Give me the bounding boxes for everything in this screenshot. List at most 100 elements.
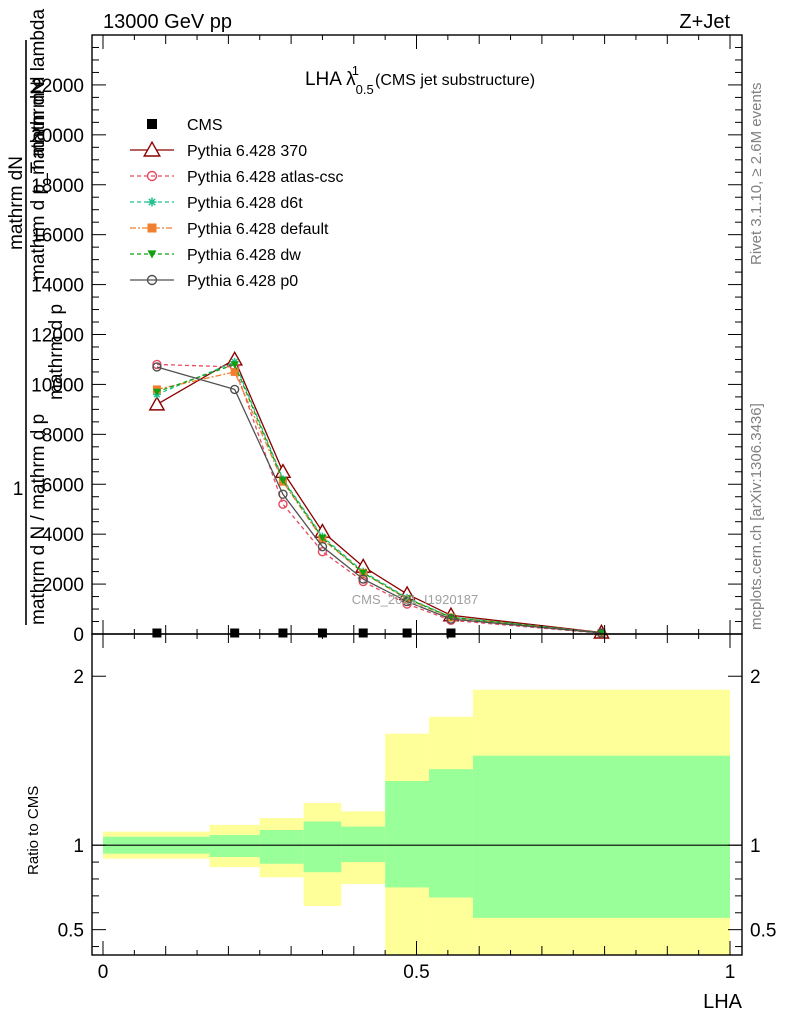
- y-tick-label: 8000: [42, 425, 84, 446]
- y-axis-label-top: 1 mathrm d N / mathrm d p mathrm d p mat…: [6, 9, 67, 625]
- data-point: [359, 569, 368, 577]
- ylabel-line-0: mathrm d N / mathrm d p: [28, 414, 49, 625]
- data-point: [403, 595, 412, 603]
- y-tick-label: 16000: [31, 226, 84, 247]
- series-group: [148, 350, 610, 639]
- x-tick-label: 0: [98, 962, 109, 983]
- data-point: [229, 384, 240, 395]
- top-y-ticks: 0 2000 4000 6000 8000 10000 12000 14000 16000 180…: [31, 34, 742, 646]
- legend-entry-3: Pythia 6.428 d6t: [130, 195, 303, 212]
- data-point: [278, 499, 288, 509]
- ylabel-numerator: 1: [13, 479, 24, 500]
- title-sup: 1: [352, 63, 359, 78]
- data-point: [152, 388, 161, 396]
- series-line: [156, 361, 602, 634]
- ratio-y-tick-label-left: 2: [73, 667, 84, 688]
- data-point: [317, 546, 328, 557]
- mcplots-label: mcplots.cern.ch [arXiv:1306.3436]: [748, 403, 765, 630]
- legend-entry-6: Pythia 6.428 p0: [130, 273, 298, 290]
- legend: CMS Pythia 6.428 370 Pythia 6.428 atlas-cs…: [130, 117, 344, 290]
- data-point: [358, 628, 368, 638]
- series-line: [156, 363, 602, 634]
- legend-label: CMS: [187, 117, 223, 134]
- legend-entry-1: Pythia 6.428 370: [130, 140, 307, 160]
- legend-marker: [147, 223, 157, 233]
- series-0: [152, 628, 456, 638]
- data-point: [152, 628, 162, 638]
- y-tick-label: 0: [73, 625, 84, 646]
- y-tick-label: 20000: [31, 126, 84, 147]
- data-point: [230, 367, 239, 376]
- series-line: [156, 366, 602, 634]
- y-axis-label-ratio: Ratio to CMS: [25, 786, 42, 875]
- process-label: Z+Jet: [679, 11, 730, 33]
- data-point: [148, 395, 166, 411]
- data-point: [358, 574, 368, 584]
- ratio-plot: 0 0.5 10.5 0.51 12 2: [58, 35, 776, 983]
- data-point: [152, 359, 162, 370]
- legend-entry-5: Pythia 6.428 dw: [130, 247, 301, 264]
- data-point: [446, 614, 456, 624]
- data-point: [446, 628, 456, 638]
- title-sub: 0.5: [356, 82, 374, 97]
- data-point: [402, 596, 412, 607]
- ylabel-line-1: mathrm d p: [46, 304, 67, 400]
- y-tick-label: 10000: [31, 375, 84, 396]
- series-line: [156, 358, 602, 634]
- y-tick-label: 4000: [42, 525, 84, 546]
- watermark: CMS_2021_I1920187: [352, 592, 479, 607]
- series-5: [152, 361, 606, 637]
- x-ticks: 0 0.5 1: [98, 35, 736, 983]
- data-point: [278, 477, 287, 485]
- y-tick-label: 6000: [42, 475, 84, 496]
- legend-marker: [146, 170, 158, 182]
- series-6: [152, 362, 607, 638]
- rivet-label: Rivet 3.1.10, ≥ 2.6M events: [748, 83, 765, 266]
- legend-marker: [147, 119, 157, 129]
- data-point: [278, 489, 288, 499]
- legend-label: Pythia 6.428 370: [187, 143, 307, 160]
- data-point: [230, 361, 239, 369]
- y-tick-label: 18000: [31, 176, 84, 197]
- ratio-bands: [103, 689, 730, 955]
- band-inner-bin: [209, 835, 260, 858]
- ylabel-overlay-0: mathrm dN: [28, 81, 49, 175]
- data-point: [596, 628, 607, 638]
- x-tick-label: 1: [725, 962, 736, 983]
- x-axis-label: LHA: [703, 991, 743, 1013]
- title-main: LHA λ: [305, 69, 356, 90]
- ratio-y-tick-label-left: 0.5: [58, 921, 84, 942]
- ylabel-overlay-1: mathrm d p_T mathrm d lambda: [28, 9, 49, 280]
- ratio-y-tick-label-right: 2: [750, 667, 761, 688]
- legend-marker: [143, 140, 161, 157]
- data-point: [402, 628, 412, 638]
- legend-marker: [146, 274, 158, 286]
- legend-label: Pythia 6.428 p0: [187, 273, 298, 290]
- legend-marker: [147, 250, 157, 259]
- band-inner-bin: [303, 821, 342, 873]
- series-line: [156, 363, 602, 634]
- chart-title: LHA λ0.5 1 (CMS jet substructure): [305, 63, 535, 97]
- band-inner-bin: [341, 826, 386, 863]
- band-inner-bin: [429, 769, 473, 898]
- legend-label: Pythia 6.428 d6t: [187, 195, 303, 212]
- ratio-y-tick-label-right: 1: [750, 836, 761, 857]
- data-point: [318, 534, 327, 542]
- ylabel-line-2: mathrm dN: [6, 156, 27, 250]
- legend-entry-0: CMS: [147, 117, 223, 134]
- y-tick-label: 22000: [31, 76, 84, 97]
- data-point: [230, 628, 240, 638]
- band-inner-bin: [259, 829, 304, 864]
- ratio-y-tick-label-left: 1: [73, 836, 84, 857]
- legend-marker: [147, 197, 157, 207]
- y-tick-label: 2000: [42, 575, 84, 596]
- y-tick-label: 12000: [31, 326, 84, 347]
- band-inner-bin: [472, 755, 730, 918]
- x-tick-label: 0.5: [403, 962, 429, 983]
- title-rest: (CMS jet substructure): [375, 72, 535, 89]
- ratio-y-ticks: 0.5 0.5 1 1 2 2: [58, 667, 776, 948]
- y-tick-label: 14000: [31, 276, 84, 297]
- legend-label: Pythia 6.428 atlas-csc: [187, 169, 344, 186]
- legend-label: Pythia 6.428 default: [187, 221, 329, 238]
